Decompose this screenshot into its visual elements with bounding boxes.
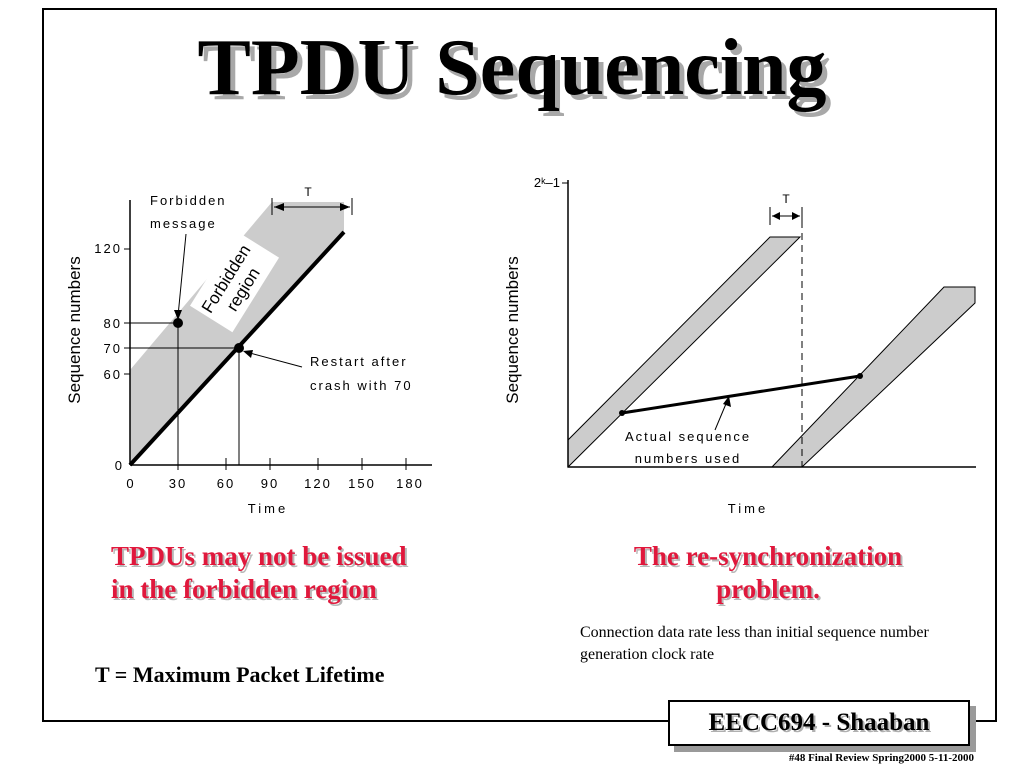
y-axis-label: Sequence numbers <box>503 256 522 403</box>
arrowhead <box>723 396 731 407</box>
restart-label-2: crash with 70 <box>310 378 413 393</box>
forbidden-message-dot <box>173 318 183 328</box>
t-definition: T = Maximum Packet Lifetime <box>95 662 385 687</box>
resync-svg: T 2ᵏ–1 Actual sequence numbers used Time… <box>503 175 976 516</box>
x-tick-label: 90 <box>261 476 279 491</box>
x-tick-label: 180 <box>396 476 424 491</box>
slide-title: TPDU Sequencing <box>197 24 827 112</box>
y-tick-label: 0 <box>115 458 122 473</box>
t-label: T <box>782 192 790 206</box>
y-tick-label: 80 <box>104 316 122 331</box>
y-max-label: 2ᵏ–1 <box>534 175 560 190</box>
caption-line: in the forbidden region <box>111 574 377 604</box>
x-tick-label: 60 <box>217 476 235 491</box>
arrowhead <box>772 212 780 220</box>
slide-frame <box>42 8 997 722</box>
forbidden-message-arrow <box>177 233 187 317</box>
slide-footer: #48 Final Review Spring2000 5-11-2000 <box>788 752 974 764</box>
forbidden-region-diagram: T Forbidden message Forbidden region Res… <box>62 170 454 518</box>
arrowhead <box>174 310 182 320</box>
arrowhead <box>243 350 253 358</box>
forbidden-region-svg: T Forbidden message Forbidden region Res… <box>65 185 432 516</box>
restart-label-1: Restart after <box>310 354 408 369</box>
line-endpoint <box>619 410 625 416</box>
forbidden-region-band <box>130 202 344 465</box>
y-tick-label: 120 <box>94 241 122 256</box>
caption-line: problem. <box>716 574 820 604</box>
restart-arrow <box>245 351 303 368</box>
actual-sequence-line <box>621 374 861 415</box>
x-axis-label: Time <box>728 501 768 516</box>
line-endpoint <box>857 373 863 379</box>
x-axis-label: Time <box>248 501 288 516</box>
restart-dot <box>234 343 244 353</box>
x-tick-label: 0 <box>126 476 133 491</box>
x-tick-label: 30 <box>169 476 187 491</box>
arrowhead <box>274 203 284 211</box>
y-axis-label: Sequence numbers <box>65 256 84 403</box>
x-tick-label: 120 <box>304 476 332 491</box>
caption-line: The re-synchronization <box>633 541 903 571</box>
forbidden-message-label-2: message <box>150 216 217 231</box>
forbidden-message-label-1: Forbidden <box>150 193 227 208</box>
arrowhead <box>792 212 800 220</box>
arrowhead <box>340 203 350 211</box>
resync-note: Connection data rate less than initial s… <box>580 624 929 663</box>
caption-line: TPDUs may not be issued <box>111 541 407 571</box>
resync-diagram: T 2ᵏ–1 Actual sequence numbers used Time… <box>500 165 980 523</box>
actual-sequence-label-1: Actual sequence <box>625 429 751 444</box>
caption-resync-problem: The re-synchronization problem. <box>580 540 956 606</box>
y-tick-label: 70 <box>104 341 122 356</box>
course-badge: EECC694 - Shaaban <box>668 700 970 746</box>
actual-sequence-label-2: numbers used <box>635 451 741 466</box>
t-label: T <box>304 185 312 199</box>
region-label-bg <box>189 231 280 333</box>
caption-forbidden-region: TPDUs may not be issued in the forbidden… <box>111 540 407 606</box>
y-tick-label: 60 <box>104 367 122 382</box>
x-tick-label: 150 <box>348 476 376 491</box>
